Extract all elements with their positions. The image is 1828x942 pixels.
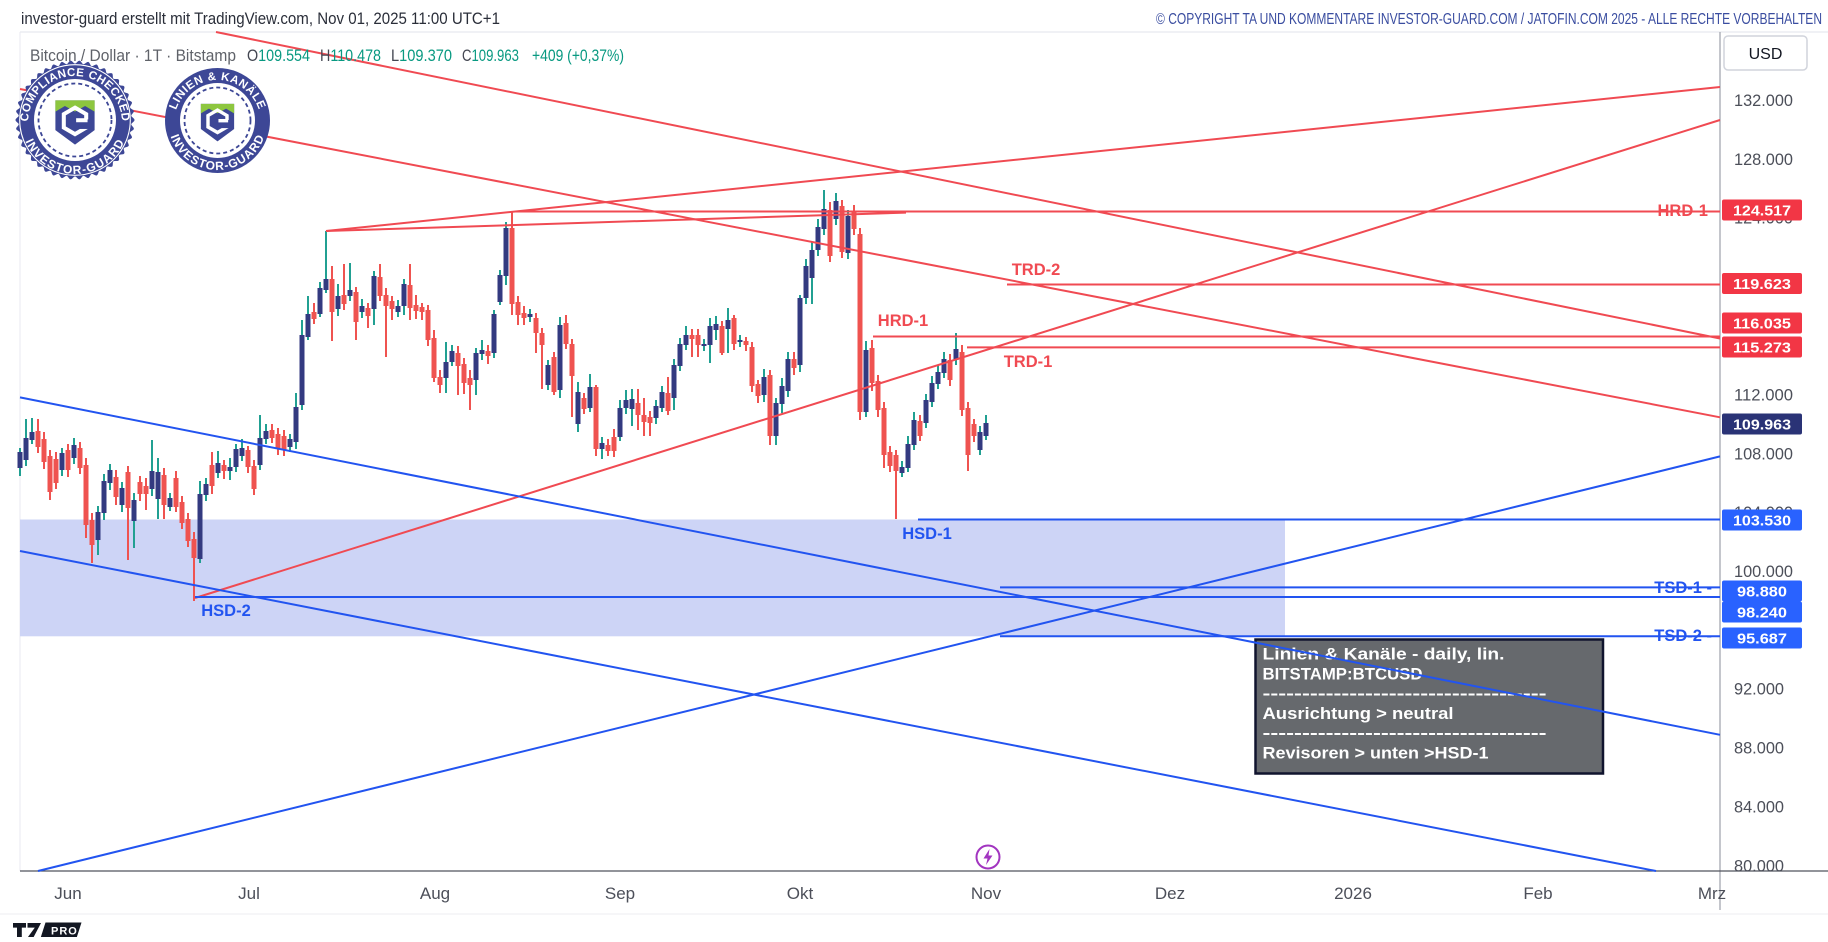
svg-text:HSD-2: HSD-2 <box>201 602 251 620</box>
svg-text:98.240: 98.240 <box>1737 605 1787 622</box>
svg-text:84.000: 84.000 <box>1734 799 1784 817</box>
svg-text:H110.478: H110.478 <box>320 47 381 65</box>
svg-text:112.000: 112.000 <box>1734 386 1793 404</box>
svg-text:© COPYRIGHT TA UND KOMMENTARE: © COPYRIGHT TA UND KOMMENTARE INVESTOR-G… <box>1156 11 1822 28</box>
svg-text:98.880: 98.880 <box>1737 584 1787 601</box>
svg-text:Revisoren > unten >HSD-1: Revisoren > unten >HSD-1 <box>1263 744 1489 763</box>
svg-text:Jun: Jun <box>54 884 81 903</box>
svg-text:investor-guard erstellt mit Tr: investor-guard erstellt mit TradingView.… <box>21 10 500 28</box>
svg-text:Mrz: Mrz <box>1698 884 1726 903</box>
svg-text:Feb: Feb <box>1523 884 1552 903</box>
svg-text:TSD-2 -: TSD-2 - <box>1654 627 1712 645</box>
svg-text:132.000: 132.000 <box>1734 92 1793 110</box>
svg-text:TRD-2: TRD-2 <box>1012 261 1061 279</box>
svg-text:Ausrichtung > neutral: Ausrichtung > neutral <box>1263 704 1454 723</box>
svg-text:Okt: Okt <box>787 884 814 903</box>
svg-text:L109.370: L109.370 <box>391 47 452 65</box>
svg-text:103.530: 103.530 <box>1733 513 1791 530</box>
svg-text:100.000: 100.000 <box>1734 563 1793 581</box>
svg-text:Nov: Nov <box>971 884 1002 903</box>
svg-text:124.517: 124.517 <box>1733 203 1791 220</box>
svg-text:128.000: 128.000 <box>1734 151 1793 169</box>
svg-text:------------------------------: ------------------------------------ <box>1263 684 1547 703</box>
svg-text:HRD-1 -: HRD-1 - <box>1658 202 1719 220</box>
svg-text:116.035: 116.035 <box>1733 316 1791 333</box>
svg-text:115.273: 115.273 <box>1733 340 1791 357</box>
svg-text:109.963: 109.963 <box>1733 417 1791 434</box>
svg-text:O109.554: O109.554 <box>247 47 310 65</box>
svg-text:TSD-1 -: TSD-1 - <box>1654 579 1712 597</box>
svg-text:PRO: PRO <box>51 925 78 937</box>
svg-text:119.623: 119.623 <box>1733 276 1791 293</box>
svg-text:Dez: Dez <box>1155 884 1185 903</box>
svg-text:Aug: Aug <box>420 884 450 903</box>
svg-text:C109.963: C109.963 <box>462 47 519 65</box>
svg-text:95.687: 95.687 <box>1737 631 1787 648</box>
svg-text:Bitcoin / Dollar · 1T · Bitsta: Bitcoin / Dollar · 1T · Bitstamp <box>30 46 236 65</box>
svg-text:Sep: Sep <box>605 884 635 903</box>
svg-text:+409 (+0,37%): +409 (+0,37%) <box>532 47 624 65</box>
svg-text:2026: 2026 <box>1334 884 1372 903</box>
svg-text:108.000: 108.000 <box>1734 445 1793 463</box>
svg-text:HRD-1: HRD-1 <box>878 312 928 330</box>
svg-text:88.000: 88.000 <box>1734 740 1784 758</box>
svg-text:92.000: 92.000 <box>1734 681 1784 699</box>
svg-text:USD: USD <box>1749 46 1783 63</box>
svg-text:BITSTAMP:BTCUSD: BITSTAMP:BTCUSD <box>1263 664 1423 683</box>
svg-text:Linien & Kanäle - daily, lin.: Linien & Kanäle - daily, lin. <box>1263 645 1505 664</box>
svg-text:80.000: 80.000 <box>1734 857 1784 875</box>
svg-text:Jul: Jul <box>238 884 260 903</box>
svg-text:------------------------------: ------------------------------------ <box>1263 724 1547 743</box>
svg-text:HSD-1: HSD-1 <box>902 525 952 543</box>
svg-text:TRD-1: TRD-1 <box>1004 353 1053 371</box>
